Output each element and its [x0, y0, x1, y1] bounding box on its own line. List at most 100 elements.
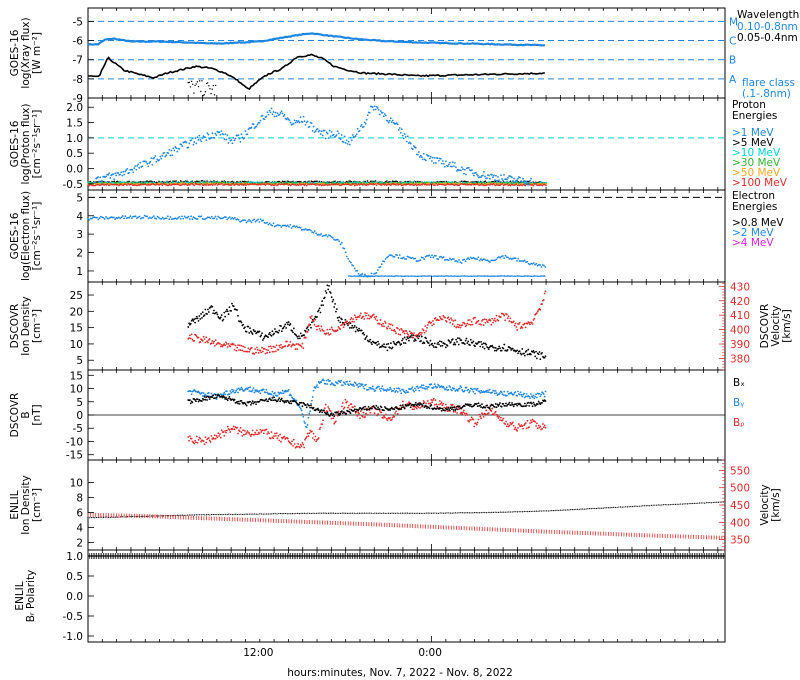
data-point [438, 340, 441, 343]
data-point [274, 399, 277, 402]
data-point [468, 182, 471, 185]
data-point [451, 161, 454, 164]
data-point [292, 331, 294, 334]
data-point [456, 389, 459, 392]
data-point [521, 182, 523, 185]
data-point [515, 275, 517, 278]
data-point [206, 399, 208, 401]
data-point [509, 184, 512, 187]
data-point [460, 166, 463, 169]
data-point [358, 316, 361, 319]
data-point [111, 183, 113, 186]
data-point [208, 439, 211, 442]
data-point [356, 275, 358, 277]
data-point [212, 312, 215, 315]
data-point [408, 330, 411, 333]
data-point [442, 402, 445, 405]
data-point [264, 391, 267, 394]
data-point [385, 256, 388, 259]
data-point [223, 311, 226, 314]
data-point [136, 164, 139, 167]
data-point [306, 424, 309, 426]
data-point [426, 326, 428, 329]
data-point [483, 318, 486, 321]
data-point [516, 429, 519, 432]
data-point [496, 179, 498, 182]
data-point [422, 182, 425, 185]
data-point [226, 310, 229, 313]
data-point [197, 85, 200, 88]
data-point [469, 344, 471, 346]
data-point [477, 418, 480, 421]
data-point [241, 349, 244, 352]
data-point [430, 383, 433, 386]
data-point [399, 275, 401, 277]
data-point [190, 80, 193, 83]
data-point [365, 314, 367, 317]
data-point [322, 234, 325, 237]
data-point [142, 216, 145, 219]
data-point [459, 261, 462, 264]
data-point [301, 342, 304, 345]
data-point [533, 317, 536, 320]
data-point [500, 174, 502, 177]
data-point [406, 135, 409, 138]
data-point [393, 255, 396, 258]
data-point [188, 439, 190, 442]
data-point [230, 217, 232, 220]
data-point [491, 173, 493, 176]
data-point [487, 391, 490, 394]
data-point [304, 422, 306, 425]
data-point [490, 323, 493, 326]
data-point [202, 392, 205, 395]
data-point [364, 338, 367, 341]
data-point [456, 337, 459, 339]
data-point [268, 397, 271, 400]
data-point [403, 275, 406, 278]
data-point [281, 183, 284, 186]
data-point [475, 423, 478, 426]
data-point [261, 114, 264, 117]
data-point [355, 318, 358, 321]
data-point [471, 169, 473, 172]
data-point [502, 313, 505, 315]
data-point [392, 255, 395, 258]
data-point [374, 389, 377, 392]
data-point [308, 432, 311, 434]
data-point [433, 157, 436, 159]
data-point [210, 215, 213, 218]
data-point [309, 229, 312, 232]
data-point [356, 184, 358, 186]
data-point [270, 431, 273, 433]
data-point [404, 275, 407, 277]
data-point [446, 182, 449, 185]
data-point [358, 408, 361, 411]
data-point [272, 184, 275, 187]
data-point [396, 387, 398, 390]
data-point [299, 116, 302, 119]
data-point [509, 275, 512, 278]
data-point [228, 428, 231, 431]
data-point [447, 259, 450, 262]
data-point [268, 222, 271, 225]
data-point [308, 323, 311, 326]
data-point [419, 259, 422, 262]
data-point [383, 275, 386, 278]
data-point [531, 181, 534, 184]
data-point [478, 413, 481, 416]
data-point [214, 184, 216, 186]
data-point [258, 432, 261, 435]
data-point [278, 329, 281, 332]
data-point [495, 392, 498, 394]
data-point [544, 183, 546, 186]
data-point [229, 345, 232, 348]
data-point [473, 387, 476, 390]
data-point [447, 388, 450, 391]
data-point [347, 322, 350, 325]
data-point [170, 184, 173, 186]
data-point [512, 424, 515, 427]
data-point [485, 343, 488, 346]
data-point [440, 409, 443, 412]
data-point [485, 275, 487, 277]
data-point [348, 260, 351, 263]
